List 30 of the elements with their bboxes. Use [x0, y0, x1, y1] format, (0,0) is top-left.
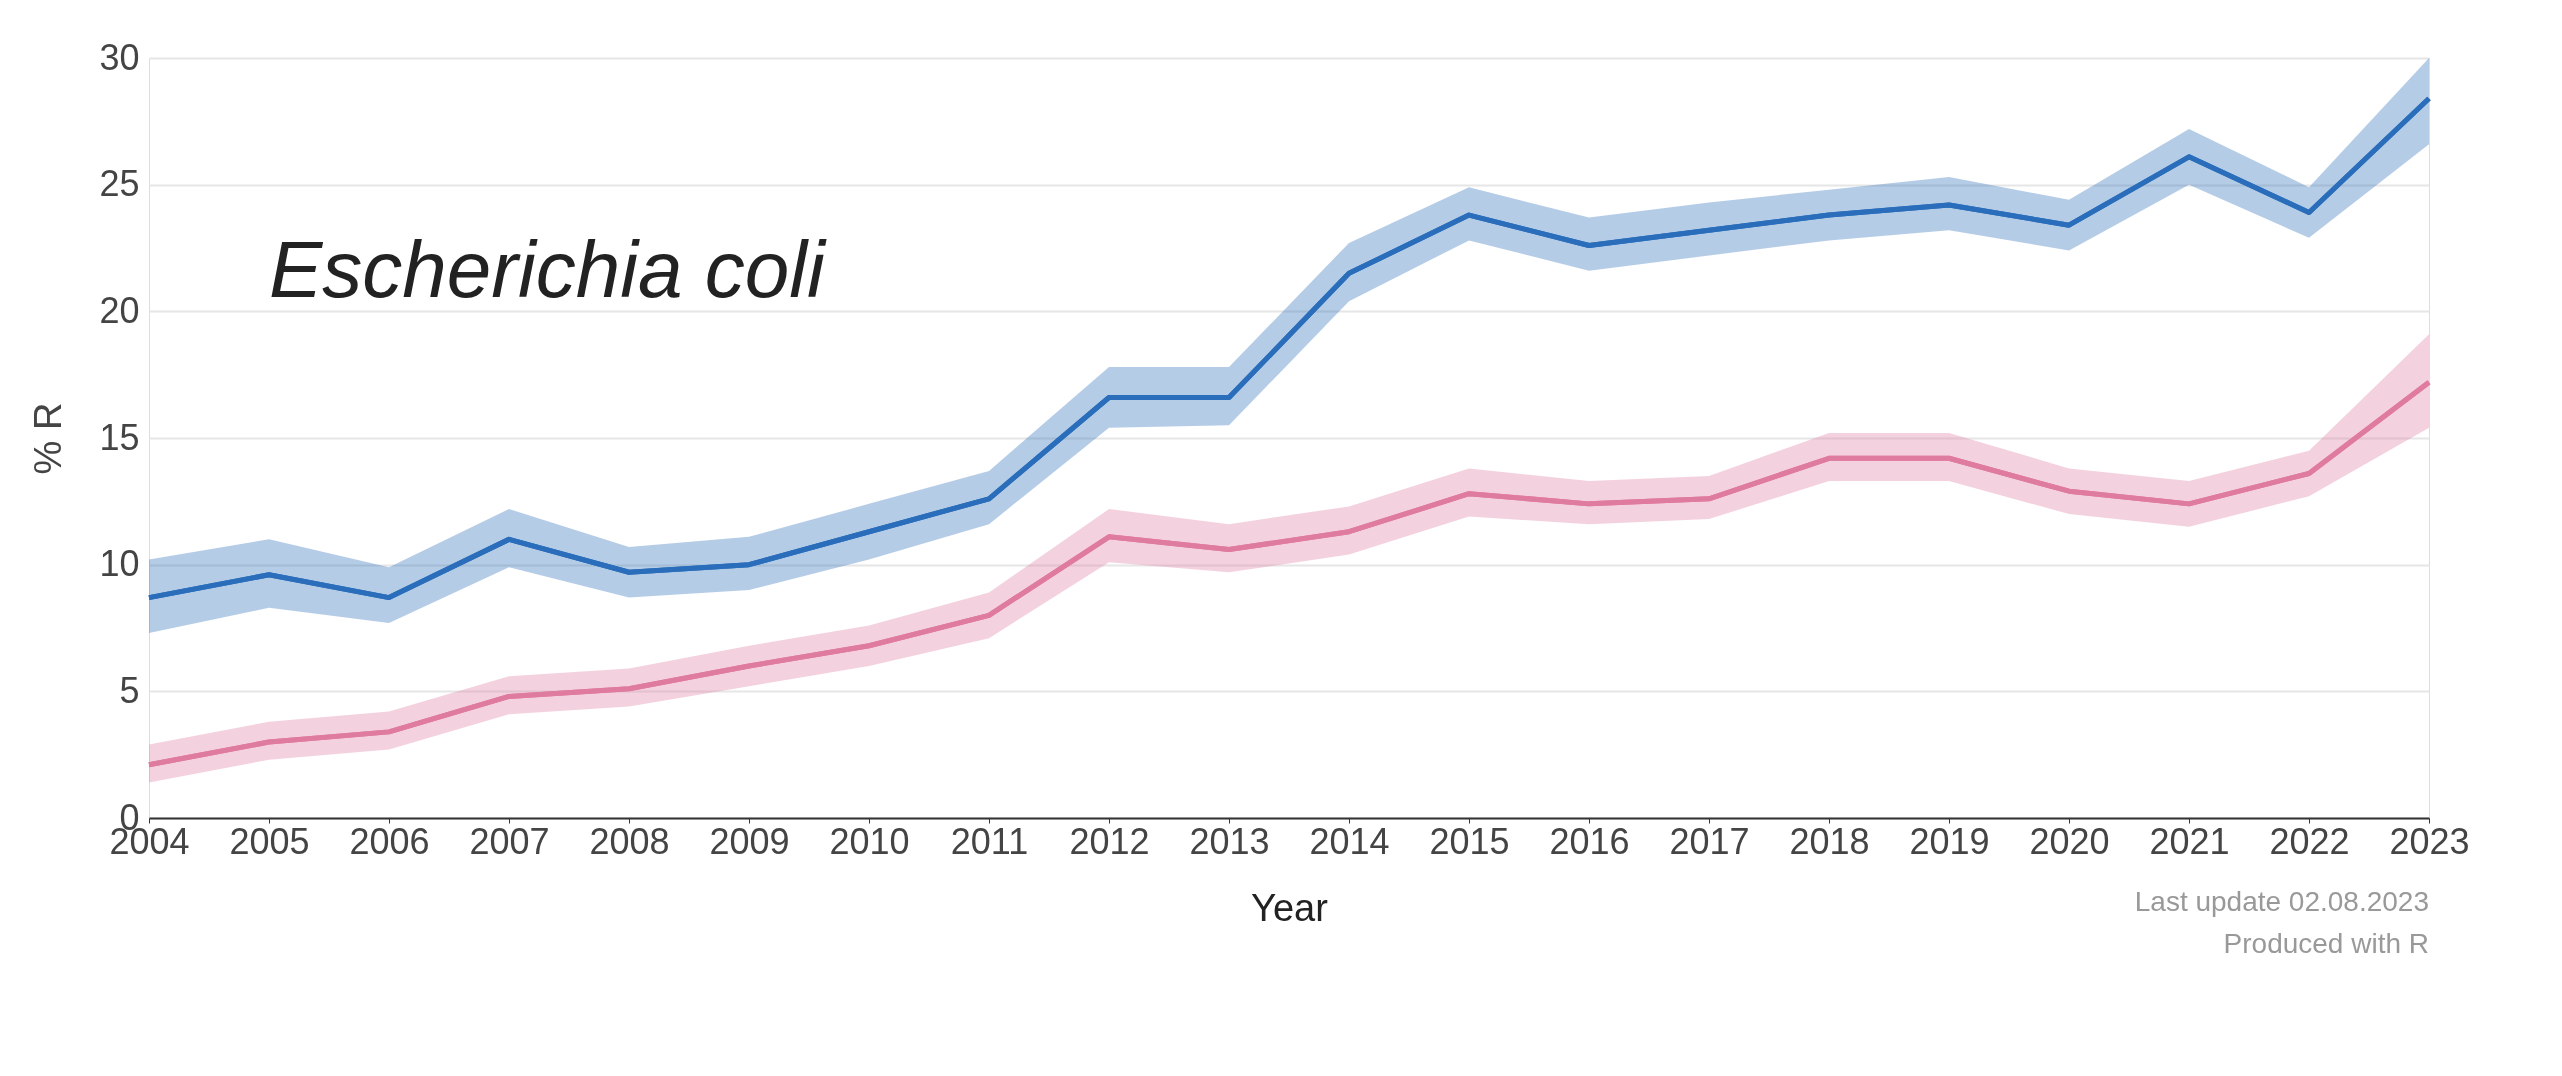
x-tick-label: 2012 — [1069, 820, 1150, 862]
x-tick-label: 2006 — [349, 820, 430, 862]
x-tick-label: 2007 — [469, 820, 550, 862]
y-tick-label: 5 — [119, 669, 140, 711]
y-tick-label: 15 — [99, 416, 140, 458]
x-tick-label: 2021 — [2149, 820, 2230, 862]
x-tick-label: 2011 — [950, 820, 1029, 862]
x-tick-label: 2022 — [2269, 820, 2350, 862]
x-tick-label: 2017 — [1669, 820, 1750, 862]
y-tick-label: 25 — [99, 163, 140, 205]
x-tick-label: 2005 — [229, 820, 310, 862]
x-tick-label: 2016 — [1549, 820, 1630, 862]
x-tick-label: 2010 — [829, 820, 910, 862]
y-axis-title: % R — [27, 402, 70, 475]
text: Escherichia coli — [269, 225, 828, 314]
y-tick-label: 10 — [99, 543, 140, 585]
x-tick-label: 2015 — [1429, 820, 1510, 862]
x-tick-label: 2013 — [1189, 820, 1270, 862]
x-tick-label: 2014 — [1309, 820, 1390, 862]
x-tick-label: 2009 — [709, 820, 790, 862]
y-tick-label: 30 — [99, 36, 140, 78]
x-axis-title: Year — [1251, 886, 1329, 929]
text: Produced with R — [2223, 928, 2429, 959]
text: Last update 02.08.2023 — [2134, 886, 2429, 917]
x-tick-label: 2020 — [2029, 820, 2110, 862]
x-tick-label: 2019 — [1909, 820, 1990, 862]
x-tick-label: 2023 — [2389, 820, 2470, 862]
x-tick-label: 2018 — [1789, 820, 1870, 862]
y-tick-label: 20 — [99, 289, 140, 331]
x-tick-label: 2008 — [589, 820, 670, 862]
